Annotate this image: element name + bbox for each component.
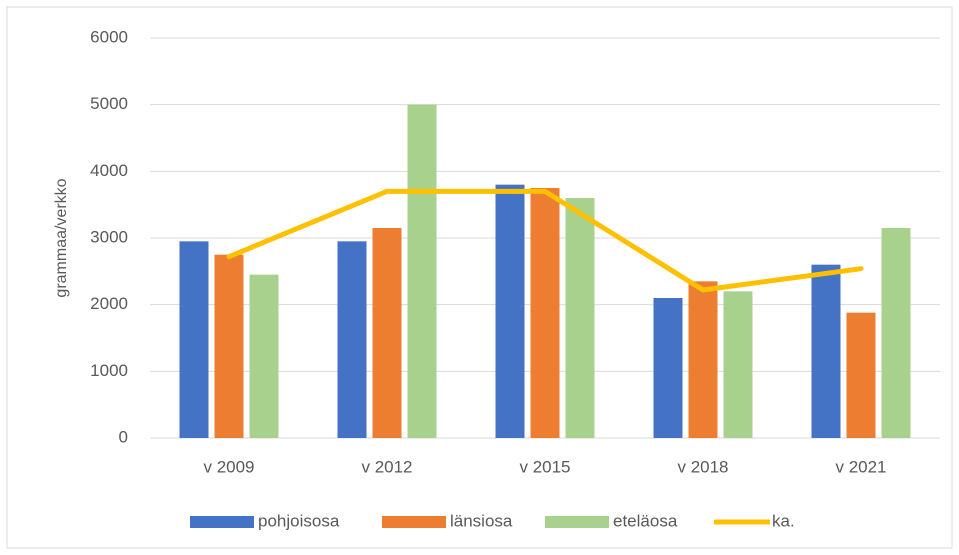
bar	[653, 298, 683, 438]
bar	[407, 104, 437, 439]
bar	[846, 312, 876, 438]
y-tick-label: 2000	[90, 294, 128, 313]
x-tick-label: v 2015	[519, 457, 570, 476]
x-tick-label: v 2009	[203, 457, 254, 476]
bar	[881, 228, 911, 438]
bar	[495, 184, 525, 438]
legend-label: pohjoisosa	[258, 511, 340, 530]
y-tick-label: 0	[119, 427, 128, 446]
line-series	[226, 188, 864, 293]
bar	[811, 264, 841, 438]
bar	[249, 274, 279, 438]
y-tick-label: 1000	[90, 361, 128, 380]
x-tick-label: v 2012	[361, 457, 412, 476]
y-tick-label: 3000	[90, 227, 128, 246]
y-tick-label: 5000	[90, 94, 128, 113]
bar	[723, 291, 753, 438]
y-axis-label: grammaa/verkko	[53, 178, 70, 297]
bar	[530, 188, 560, 438]
y-tick-label: 4000	[90, 161, 128, 180]
x-tick-label: v 2018	[677, 457, 728, 476]
bar	[179, 241, 209, 438]
legend-swatch	[382, 516, 446, 528]
bar	[214, 254, 244, 438]
bar	[337, 241, 367, 438]
y-tick-label: 6000	[90, 27, 128, 46]
legend-label: ka.	[772, 511, 795, 530]
legend-swatch	[190, 516, 254, 528]
bar	[372, 228, 402, 438]
legend-label: eteläosa	[613, 511, 678, 530]
bar	[565, 198, 595, 438]
legend-swatch	[545, 516, 609, 528]
legend-label: länsiosa	[450, 511, 513, 530]
x-tick-label: v 2021	[835, 457, 886, 476]
bar	[688, 281, 718, 438]
